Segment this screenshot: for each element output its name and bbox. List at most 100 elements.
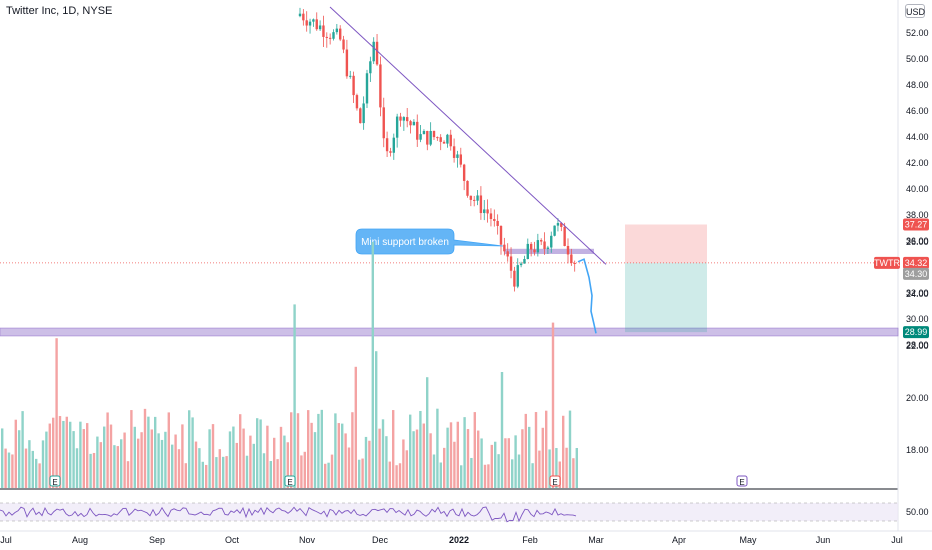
volume-bar: [562, 415, 565, 488]
volume-bar: [558, 461, 561, 488]
volume-bar: [388, 461, 391, 488]
volume-bar: [75, 448, 79, 488]
volume-bar: [371, 242, 374, 488]
candle-body: [519, 263, 523, 266]
candle-body: [446, 134, 449, 144]
volume-bar: [405, 450, 408, 488]
volume-bar: [358, 459, 361, 488]
volume-bar: [1, 428, 4, 488]
volume-bar: [222, 456, 225, 488]
volume-bar: [286, 442, 289, 488]
volume-bar: [35, 458, 38, 488]
volume-bar: [524, 413, 527, 488]
volume-bar: [300, 455, 303, 488]
volume-bar: [62, 420, 65, 488]
earnings-marker-text: E: [287, 478, 292, 487]
candle-body: [385, 138, 389, 152]
candle-body: [550, 235, 553, 248]
rsi-tick-label: 50.00: [906, 507, 929, 517]
candle-body: [459, 154, 462, 165]
candle-body: [560, 223, 563, 227]
candle-body: [479, 195, 483, 214]
trendline: [329, 6, 607, 265]
volume-bar: [463, 417, 466, 488]
volume-bar: [310, 422, 313, 488]
symbol-label-bg: [874, 256, 900, 269]
volume-bar: [65, 416, 68, 488]
volume-bar: [120, 439, 123, 488]
volume-bar: [480, 438, 483, 488]
volume-bar: [483, 464, 487, 488]
candle-body: [315, 19, 318, 30]
volume-bar: [446, 427, 449, 488]
current-price-label-bg: [903, 256, 929, 269]
volume-bar: [48, 423, 51, 488]
stop-price-label-bg: [903, 326, 929, 339]
volume-bar: [368, 440, 371, 488]
candle-body: [456, 154, 459, 158]
volume-bar: [541, 427, 544, 488]
candle-body: [503, 244, 506, 252]
time-tick-label: Oct: [225, 535, 240, 545]
volume-bar: [123, 432, 126, 488]
volume-bar: [317, 413, 320, 488]
volume-bar: [456, 421, 459, 488]
volume-bar: [103, 426, 106, 488]
candle-body: [305, 20, 308, 26]
volume-bar: [181, 424, 184, 488]
volume-bar: [164, 431, 167, 488]
volume-bar: [364, 436, 368, 488]
candle-body: [345, 49, 349, 77]
volume-bar: [137, 438, 140, 488]
volume-bar: [276, 459, 279, 488]
volume-bar: [443, 447, 446, 488]
candle-body: [533, 249, 536, 253]
volume-bar: [38, 463, 41, 488]
volume-bar: [381, 419, 385, 488]
candle-body: [563, 226, 566, 246]
candle-body: [335, 28, 339, 33]
volume-bar: [242, 428, 245, 488]
currency-badge[interactable]: USD: [905, 4, 925, 18]
volume-bar: [266, 425, 269, 488]
time-tick-label: Jul: [0, 535, 12, 545]
volume-bar: [28, 440, 31, 488]
volume-bar: [361, 458, 364, 488]
candle-body: [523, 259, 526, 264]
time-tick-label: Jul: [891, 535, 903, 545]
volume-bar: [86, 423, 89, 488]
price-tick-label: 50.00: [906, 54, 929, 64]
volume-bar: [89, 453, 92, 488]
candle-body: [318, 25, 322, 30]
volume-bar: [72, 431, 75, 488]
volume-bar: [283, 435, 286, 488]
volume-bar: [228, 431, 232, 488]
volume-bar: [198, 448, 201, 488]
candle-body: [322, 25, 325, 37]
candle-body: [566, 245, 570, 255]
candle-body: [556, 223, 560, 226]
volume-tick-label: 24.00: [906, 289, 929, 299]
candle-body: [469, 195, 473, 200]
volume-bar: [432, 454, 436, 488]
price-tick-label: 30.00: [906, 314, 929, 324]
volume-bar: [109, 424, 113, 488]
volume-bar: [392, 410, 395, 488]
time-tick-label: Feb: [522, 535, 538, 545]
volume-bar: [514, 435, 517, 488]
price-tick-label: 28.00: [906, 340, 929, 350]
volume-bar: [402, 439, 405, 488]
prev-close-label-bg: [903, 267, 929, 280]
volume-tick-label: 20.00: [906, 393, 929, 403]
volume-bar: [347, 447, 351, 488]
volume-bar: [494, 441, 497, 488]
volume-bar: [208, 429, 211, 488]
volume-bar: [531, 463, 534, 488]
projected-path: [577, 258, 597, 334]
volume-bar: [449, 422, 453, 488]
candle-body: [362, 103, 365, 124]
volume-bar: [473, 412, 476, 488]
volume-bar: [133, 426, 136, 488]
price-tick-label: 48.00: [906, 80, 929, 90]
